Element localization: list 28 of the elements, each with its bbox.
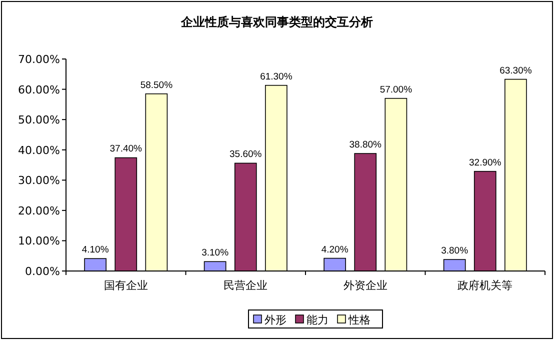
data-label: 38.80% <box>349 139 382 150</box>
data-label: 57.00% <box>380 84 413 96</box>
data-label: 37.40% <box>110 144 143 155</box>
data-label: 3.80% <box>441 245 469 256</box>
y-tick-label: 60.00% <box>18 83 60 96</box>
data-label: 35.60% <box>230 149 262 160</box>
legend-label: 外形 <box>264 314 286 326</box>
legend-label: 性格 <box>348 314 370 326</box>
y-tick-label: 70.00% <box>18 53 60 66</box>
data-label: 58.50% <box>140 80 174 91</box>
y-tick-label: 50.00% <box>18 114 60 127</box>
x-tick-label: 政府机关等 <box>458 279 513 292</box>
x-tick-label: 外资企业 <box>343 279 388 292</box>
x-tick-label: 国有企业 <box>104 279 148 292</box>
legend-label: 能力 <box>306 314 328 326</box>
chart-title: 企业性质与喜欢同事类型的交互分析 <box>180 15 373 29</box>
data-label: 4.10% <box>82 244 110 256</box>
data-label: 61.30% <box>260 71 293 82</box>
y-tick-label: 0.00% <box>25 265 60 278</box>
data-label: 4.20% <box>321 244 349 256</box>
y-tick-label: 30.00% <box>18 174 60 188</box>
y-tick-label: 20.00% <box>18 204 60 218</box>
y-tick-label: 10.00% <box>18 234 60 248</box>
x-tick-label: 民营企业 <box>224 279 268 292</box>
data-label: 32.90% <box>469 157 502 168</box>
data-label: 63.30% <box>500 65 532 76</box>
data-label: 3.10% <box>202 248 230 259</box>
y-tick-label: 40.00% <box>18 144 60 157</box>
